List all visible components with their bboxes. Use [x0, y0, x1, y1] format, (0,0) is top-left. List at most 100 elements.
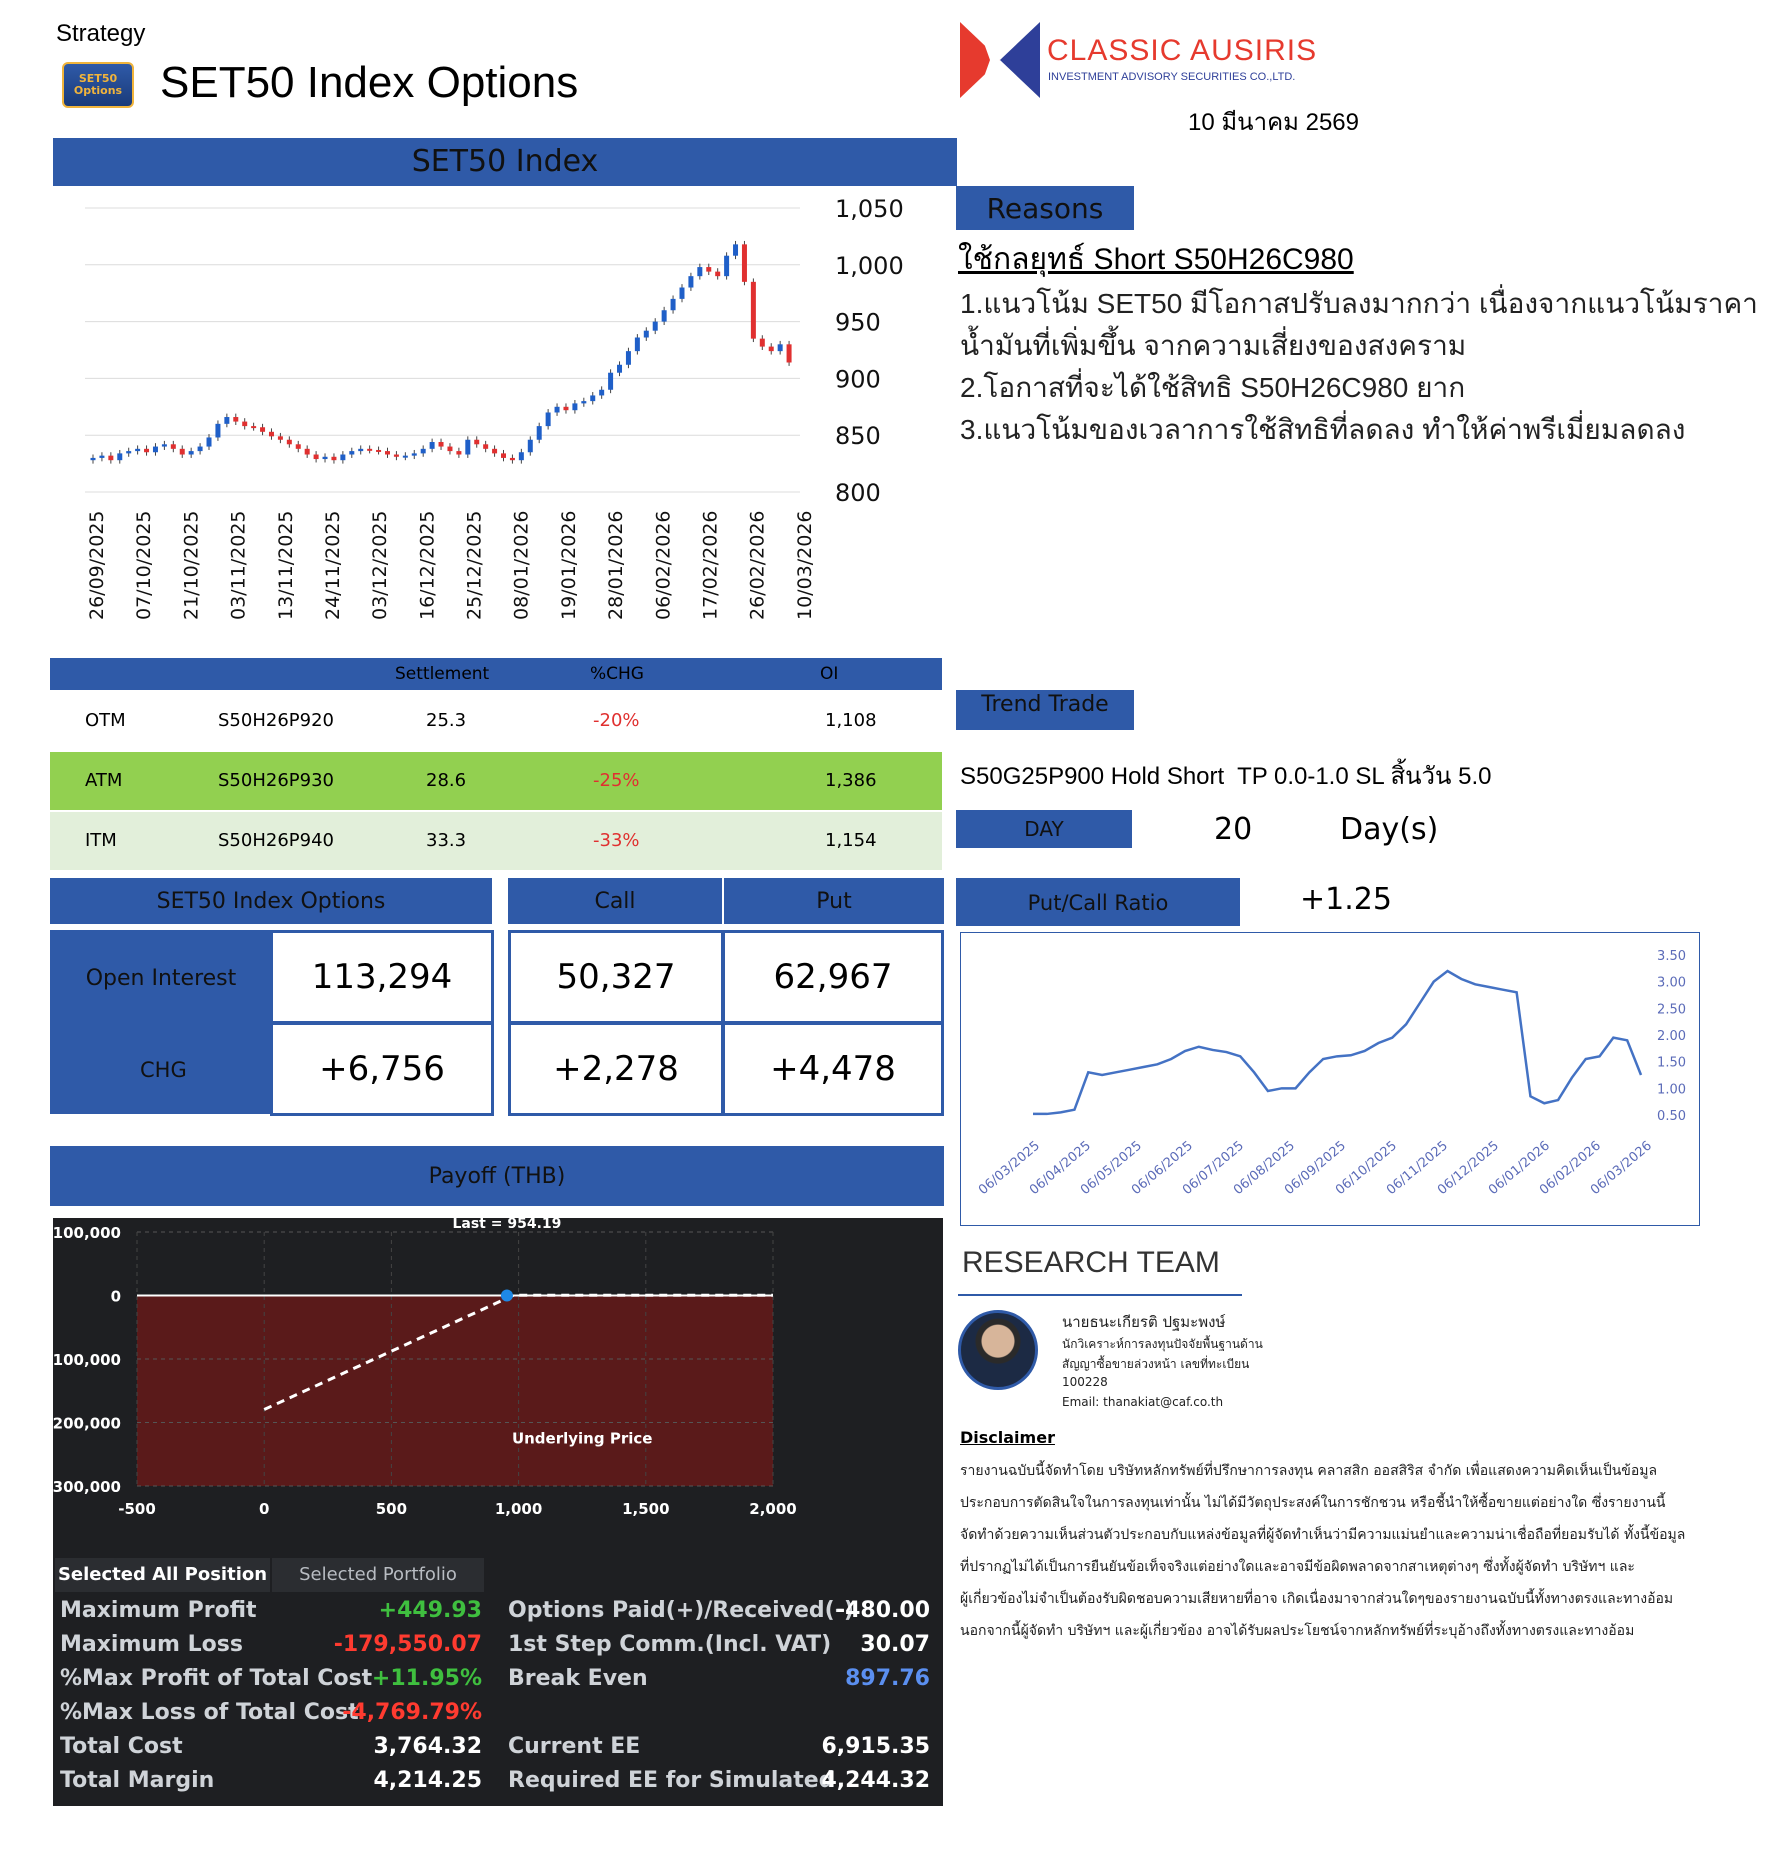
- trend-trade-text: S50G25P900 Hold Short TP 0.0-1.0 SL สิ้น…: [960, 763, 1492, 790]
- candle-body: [242, 421, 248, 427]
- chg-label: CHG: [140, 1058, 187, 1082]
- candle-body: [215, 423, 221, 438]
- stat-label: Break Even: [508, 1666, 648, 1691]
- strategy-label: Strategy: [56, 20, 146, 47]
- page-title: SET50 Index Options: [160, 58, 579, 107]
- tab-selected-all-position[interactable]: Selected All Position: [55, 1558, 270, 1592]
- candle-body: [99, 455, 105, 458]
- candle-body: [438, 442, 444, 447]
- row-oi: 1,154: [825, 830, 877, 851]
- candle-body: [233, 417, 239, 422]
- x-tick-label: -500: [118, 1500, 156, 1518]
- company-subtitle: INVESTMENT ADVISORY SECURITIES CO.,LTD.: [1048, 71, 1296, 83]
- candle-body: [768, 346, 774, 352]
- candle-body: [331, 456, 337, 461]
- candle-body: [554, 406, 560, 413]
- payoff-chart: 100,000 0 -100,000 -200,000 -300,000 -500 0 500…: [53, 1218, 943, 1566]
- chg-total: +6,756: [270, 1022, 494, 1116]
- x-tick-label: 1,000: [495, 1500, 542, 1518]
- table-row-itm: ITM S50H26P940 33.3 -33% 1,154: [50, 812, 942, 870]
- stat-value: 897.76: [845, 1666, 930, 1691]
- x-tick-label: 19/01/2026: [558, 510, 580, 620]
- row-series: S50H26P930: [218, 770, 334, 791]
- x-tick-label: 17/02/2026: [699, 510, 721, 620]
- analyst-reg: 100228: [1062, 1375, 1108, 1389]
- y-tick-label: 0.50: [1657, 1109, 1686, 1124]
- oi-call: 50,327: [508, 930, 724, 1024]
- tab-selected-portfolio[interactable]: Selected Portfolio: [272, 1558, 484, 1592]
- candle-body: [420, 448, 426, 454]
- candle-body: [268, 431, 274, 437]
- x-tick-label: 10/03/2026: [794, 510, 816, 620]
- candle-body: [429, 442, 435, 449]
- candle-body: [456, 451, 462, 455]
- y-tick-label: 800: [835, 479, 881, 507]
- report-date: 10 มีนาคม 2569: [1188, 109, 1359, 136]
- x-tick-label: 03/12/2025: [369, 510, 391, 620]
- disclaimer-line-6: นอกจากนี้ผู้จัดทำ บริษัทฯ และผู้เกี่ยวข้…: [960, 1623, 1635, 1639]
- candle-body: [126, 451, 132, 454]
- x-tick-label: 21/10/2025: [180, 510, 202, 620]
- chg-put: +4,478: [722, 1022, 944, 1116]
- row-type: OTM: [85, 710, 126, 731]
- row-settlement: 33.3: [426, 830, 467, 851]
- reason-line-4: 3.แนวโน้มของเวลาการใช้สิทธิที่ลดลง ทำให้…: [960, 414, 1686, 445]
- candle-body: [608, 372, 614, 390]
- candle-body: [295, 444, 301, 449]
- stat-value: 6,915.35: [821, 1734, 930, 1759]
- call-header: Call: [508, 878, 722, 924]
- candle-body: [447, 446, 453, 452]
- x-tick-label: 500: [376, 1500, 407, 1518]
- stat-label: %Max Profit of Total Cost: [60, 1666, 373, 1691]
- candle-body: [625, 351, 631, 365]
- candle-body: [108, 455, 114, 461]
- analyst-role-2: สัญญาซื้อขายล่วงหน้า เลขที่ทะเบียน: [1062, 1357, 1250, 1371]
- candle-body: [527, 439, 533, 453]
- candle-body: [367, 448, 373, 451]
- y-tick-label: 850: [835, 422, 881, 450]
- x-tick-label: 06/02/2026: [652, 510, 674, 620]
- row-chg: -25%: [593, 770, 640, 791]
- stat-value: 4,244.32: [821, 1768, 930, 1793]
- stat-value: +11.95%: [371, 1666, 482, 1691]
- candle-body: [358, 448, 364, 452]
- last-price-label: Last = 954.19: [452, 1218, 561, 1232]
- x-tick-label: 25/12/2025: [464, 510, 486, 620]
- row-oi: 1,386: [825, 770, 877, 791]
- payoff-header: Payoff (THB): [50, 1146, 944, 1206]
- candle-body: [536, 426, 542, 440]
- oi-total: 113,294: [270, 930, 494, 1024]
- underlying-price-label: Underlying Price: [512, 1430, 652, 1448]
- y-tick-label: 3.50: [1657, 949, 1686, 964]
- stat-label: %Max Loss of Total Cost: [60, 1700, 359, 1725]
- open-interest-label: Open Interest: [50, 930, 272, 1114]
- analyst-email: Email: thanakiat@caf.co.th: [1062, 1395, 1224, 1409]
- candle-body: [117, 453, 123, 461]
- stat-value: 4,214.25: [373, 1768, 482, 1793]
- logo-text: SET50 Options: [73, 72, 123, 97]
- candle-body: [741, 244, 747, 282]
- day-value: 20: [1214, 812, 1253, 847]
- col-oi: OI: [820, 664, 839, 684]
- disclaimer-line-1: รายงานฉบับนี้จัดทำโดย บริษัทหลักทรัพย์ที…: [960, 1463, 1658, 1479]
- stat-value: -4,769.79%: [342, 1700, 482, 1725]
- reason-line-1: 1.แนวโน้ม SET50 มีโอกาสปรับลงมากกว่า เนื…: [960, 288, 1758, 319]
- last-price-marker: [500, 1289, 513, 1302]
- y-tick-label: -300,000: [53, 1478, 121, 1496]
- candle-body: [393, 454, 399, 457]
- x-tick-label: 1,500: [622, 1500, 669, 1518]
- chg-call: +2,278: [508, 1022, 724, 1116]
- candle-body: [376, 449, 382, 452]
- disclaimer-line-5: ผู้เกี่ยวข้องไม่จำเป็นต้องรับผิดชอบความเ…: [960, 1591, 1674, 1607]
- pcr-label: Put/Call Ratio: [956, 878, 1240, 926]
- candle-body: [733, 244, 739, 256]
- candle-body: [224, 417, 230, 424]
- research-team-title: RESEARCH TEAM: [962, 1246, 1220, 1279]
- candle-body: [670, 298, 676, 311]
- candle-body: [251, 426, 257, 429]
- reason-line-3: 2.โอกาสที่จะได้ใช้สิทธิ S50H26C980 ยาก: [960, 372, 1466, 403]
- candle-body: [501, 453, 507, 458]
- row-type: ITM: [85, 830, 117, 851]
- x-tick-label: 26/09/2025: [86, 510, 108, 620]
- index-chart-header: SET50 Index: [53, 138, 957, 186]
